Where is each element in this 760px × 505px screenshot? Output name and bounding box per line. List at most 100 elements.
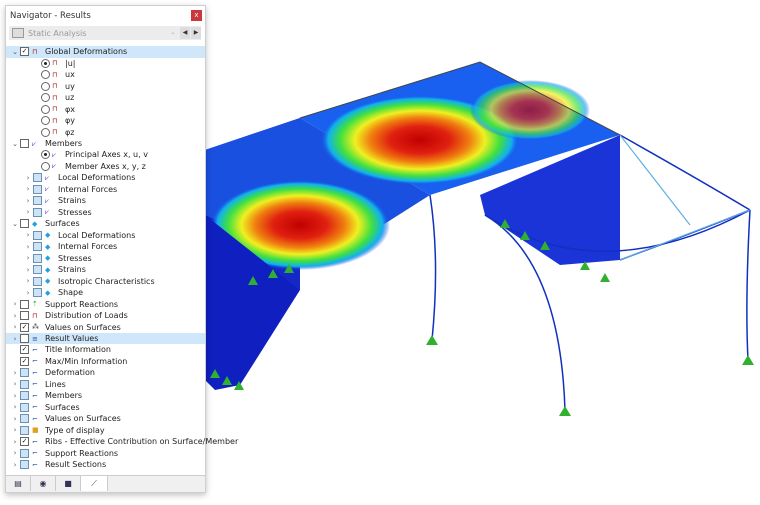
tab-eye-icon[interactable]: ◉ — [31, 476, 56, 491]
tree-item[interactable]: ⊓ ux — [6, 69, 205, 81]
checkbox[interactable] — [33, 207, 42, 217]
expand-chevron-icon[interactable]: › — [13, 426, 17, 435]
checkbox[interactable] — [20, 402, 29, 412]
radio-button[interactable] — [41, 150, 50, 160]
tree-item[interactable]: ⌄ ◆ Surfaces — [6, 218, 205, 230]
checkbox[interactable] — [20, 139, 29, 148]
tree-item[interactable]: › ■ Type of display — [6, 425, 205, 437]
expand-chevron-icon[interactable]: › — [13, 323, 17, 332]
radio-button[interactable] — [41, 116, 50, 126]
expand-chevron-icon[interactable]: › — [13, 391, 17, 400]
collapse-chevron-icon[interactable]: ⌄ — [12, 47, 18, 56]
checkbox[interactable] — [20, 414, 29, 424]
radio-button[interactable] — [41, 70, 50, 80]
radio-button[interactable] — [41, 161, 50, 171]
close-button[interactable]: x — [191, 10, 202, 21]
checkbox[interactable] — [33, 242, 42, 252]
tree-item[interactable]: › ✓ ⌐ Ribs - Effective Contribution on Surf… — [6, 436, 238, 448]
expand-chevron-icon[interactable]: › — [26, 208, 30, 217]
checkbox[interactable] — [20, 379, 29, 389]
tree-item[interactable]: ⊓ φy — [6, 115, 205, 127]
checkbox[interactable] — [20, 368, 29, 378]
expand-chevron-icon[interactable]: › — [26, 185, 30, 194]
checkbox[interactable] — [33, 230, 42, 240]
checkbox[interactable] — [33, 253, 42, 263]
checkbox[interactable]: ✓ — [20, 322, 29, 332]
radio-button[interactable] — [41, 127, 50, 137]
tree-item[interactable]: › ◆ Stresses — [6, 252, 205, 264]
expand-chevron-icon[interactable]: › — [13, 460, 17, 469]
tree-item[interactable]: › ⌐ Values on Surfaces — [6, 413, 205, 425]
checkbox[interactable] — [20, 425, 29, 435]
tree-item[interactable]: ⊓ uy — [6, 80, 205, 92]
tree-item[interactable]: › ⩗ Stresses — [6, 207, 205, 219]
tree-item[interactable]: › ⌐ Deformation — [6, 367, 205, 379]
expand-chevron-icon[interactable]: › — [26, 173, 30, 182]
tab-data-icon[interactable]: ▤ — [6, 476, 31, 491]
expand-chevron-icon[interactable]: › — [13, 437, 17, 446]
tree-item[interactable]: › ⌐ Lines — [6, 379, 205, 391]
checkbox[interactable] — [20, 299, 29, 309]
next-button[interactable]: ▶ — [191, 27, 201, 39]
checkbox[interactable] — [33, 288, 42, 298]
checkbox[interactable] — [33, 196, 42, 206]
tree-item[interactable]: › ⩗ Internal Forces — [6, 184, 205, 196]
expand-chevron-icon[interactable]: › — [13, 300, 17, 309]
expand-chevron-icon[interactable]: › — [26, 288, 30, 297]
checkbox[interactable] — [20, 334, 29, 343]
expand-chevron-icon[interactable]: › — [26, 265, 30, 274]
expand-chevron-icon[interactable]: › — [13, 414, 17, 423]
expand-chevron-icon[interactable]: › — [26, 196, 30, 205]
expand-chevron-icon[interactable]: › — [13, 368, 17, 377]
tree-item[interactable]: › ◆ Internal Forces — [6, 241, 205, 253]
tree-item[interactable]: ✓ ⌐ Title Information — [6, 344, 205, 356]
tree-item[interactable]: ⩗ Member Axes x, y, z — [6, 161, 205, 173]
tree-item[interactable]: ⊓ |u| — [6, 57, 205, 69]
checkbox[interactable]: ✓ — [20, 47, 29, 57]
checkbox[interactable] — [33, 265, 42, 275]
checkbox[interactable] — [33, 276, 42, 286]
checkbox[interactable] — [20, 219, 29, 229]
checkbox[interactable] — [20, 448, 29, 458]
expand-chevron-icon[interactable]: › — [26, 254, 30, 263]
checkbox[interactable] — [33, 184, 42, 194]
tree-item[interactable]: ⊓ φz — [6, 126, 205, 138]
expand-chevron-icon[interactable]: › — [26, 277, 30, 286]
tree-item[interactable]: ⌄ ✓ ⊓ Global Deformations — [6, 46, 205, 58]
tree-item[interactable]: › ◆ Shape — [6, 287, 205, 299]
radio-button[interactable] — [41, 58, 50, 68]
checkbox[interactable]: ✓ — [20, 345, 29, 355]
collapse-chevron-icon[interactable]: ⌄ — [12, 139, 18, 148]
expand-chevron-icon[interactable]: › — [13, 311, 17, 320]
tree-item[interactable]: ⊓ uz — [6, 92, 205, 104]
tree-item[interactable]: › ⊓ Distribution of Loads — [6, 310, 205, 322]
tab-results-icon[interactable]: ⟋ — [81, 476, 108, 491]
checkbox[interactable] — [20, 311, 29, 321]
tree-item[interactable]: › ◆ Local Deformations — [6, 230, 205, 242]
checkbox[interactable]: ✓ — [20, 437, 29, 447]
tree-item[interactable]: › ≡ Result Values — [6, 332, 205, 345]
radio-button[interactable] — [41, 81, 50, 91]
checkbox[interactable] — [20, 391, 29, 401]
tree-item[interactable]: › ◆ Strains — [6, 264, 205, 276]
radio-button[interactable] — [41, 104, 50, 114]
checkbox[interactable]: ✓ — [20, 356, 29, 366]
radio-button[interactable] — [41, 93, 50, 103]
checkbox[interactable] — [20, 460, 29, 470]
tree-item[interactable]: › ⩗ Strains — [6, 195, 205, 207]
expand-chevron-icon[interactable]: › — [13, 380, 17, 389]
tree-item[interactable]: › ✓ ⁂ Values on Surfaces — [6, 321, 205, 333]
tree-item[interactable]: › ⌐ Support Reactions — [6, 447, 205, 459]
expand-chevron-icon[interactable]: › — [26, 242, 30, 251]
collapse-chevron-icon[interactable]: ⌄ — [12, 219, 18, 228]
load-case-dropdown[interactable]: Static Analysis ⌄ ◀ ▶ — [9, 26, 201, 40]
tree-item[interactable]: › ⌐ Result Sections — [6, 459, 205, 471]
expand-chevron-icon[interactable]: › — [13, 334, 17, 343]
tree-item[interactable]: ⌄ ⩗ Members — [6, 138, 205, 150]
chevron-down-icon[interactable]: ⌄ — [170, 29, 176, 36]
expand-chevron-icon[interactable]: › — [13, 449, 17, 458]
tree-item[interactable]: ⊓ φx — [6, 103, 205, 115]
tab-camera-icon[interactable]: ■ — [56, 476, 81, 491]
tree-item[interactable]: › ⌐ Surfaces — [6, 402, 205, 414]
